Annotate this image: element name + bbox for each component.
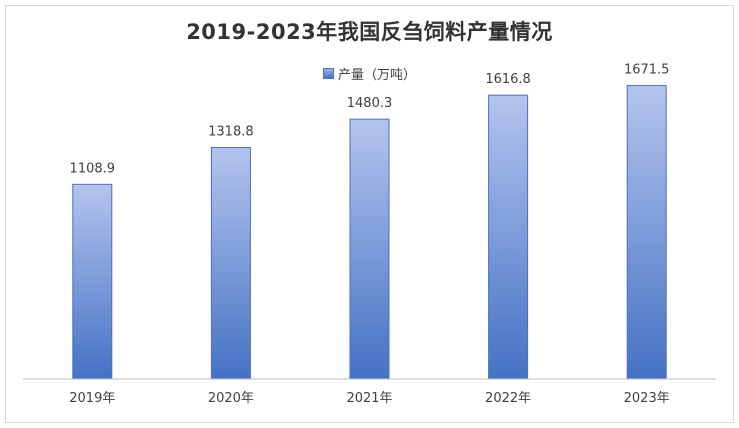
legend-label: 产量（万吨） xyxy=(337,68,416,83)
chart-title: 2019-2023年我国反刍饲料产量情况 xyxy=(186,20,553,44)
bar-2021年 xyxy=(349,118,390,380)
data-label: 1318.8 xyxy=(208,124,254,139)
bar-2023年 xyxy=(626,85,667,380)
x-tick-label: 2023年 xyxy=(624,391,670,406)
bar-2019年 xyxy=(72,183,113,380)
x-tick-label: 2020年 xyxy=(208,391,254,406)
data-label: 1671.5 xyxy=(624,63,670,78)
data-label: 1616.8 xyxy=(485,72,531,87)
x-tick-label: 2019年 xyxy=(69,391,115,406)
x-tick-label: 2021年 xyxy=(346,391,392,406)
legend: 产量（万吨） xyxy=(0,64,739,83)
data-label: 1108.9 xyxy=(70,161,116,176)
bar-2022年 xyxy=(488,94,529,380)
bar-2020年 xyxy=(210,146,251,380)
x-tick-label: 2022年 xyxy=(485,391,531,406)
data-label: 1480.3 xyxy=(347,96,393,111)
legend-swatch xyxy=(322,68,334,79)
